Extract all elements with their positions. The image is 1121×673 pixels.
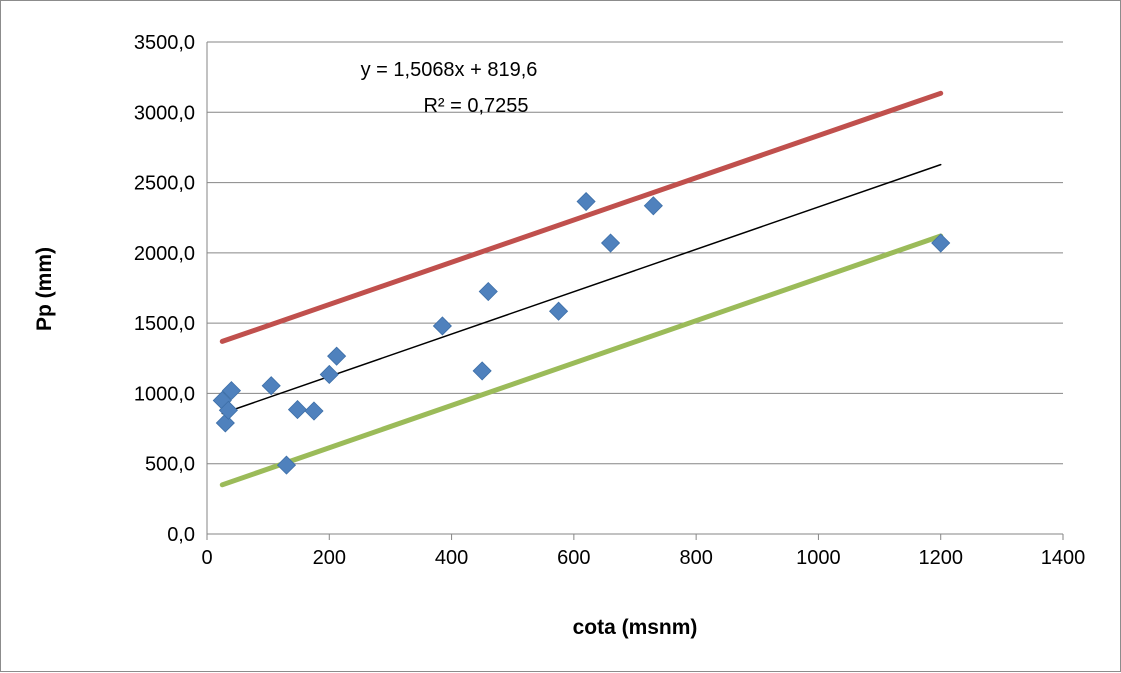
data-point: [576, 191, 596, 212]
data-point: [287, 400, 308, 420]
trendline: [221, 163, 942, 415]
data-point: [304, 401, 324, 421]
y-tick-label: 2500,0: [134, 173, 195, 195]
y-axis-title: Pp (mm): [33, 247, 56, 331]
data-point: [600, 233, 621, 253]
data-point: [215, 413, 235, 433]
gridlines: [207, 41, 1063, 465]
x-tick-label: 1400: [1041, 547, 1086, 569]
x-tick-label: 1000: [796, 547, 841, 569]
trendline-equation: y = 1,5068x + 819,6: [361, 59, 538, 81]
data-markers: [212, 191, 951, 475]
y-tick-label: 1000,0: [134, 383, 195, 405]
y-axis-ticks: 0,0 500,0 1000,0 1500,0 2000,0 2500,0 3000,0 35…: [134, 32, 195, 546]
x-tick-label: 400: [435, 547, 468, 569]
upper-bound-line: [219, 90, 944, 344]
data-point: [478, 281, 498, 302]
data-point: [218, 400, 238, 420]
x-axis-title: cota (msnm): [573, 616, 698, 639]
x-axis-ticks: 0 200 400 600 800 1000 1200 1400: [201, 534, 1085, 569]
y-tick-label: 3500,0: [134, 32, 195, 54]
x-tick-label: 1200: [918, 547, 963, 569]
trend-lines: [219, 90, 944, 488]
x-tick-label: 600: [557, 547, 590, 569]
r-squared-label: R² = 0,7255: [423, 95, 528, 117]
y-tick-label: 1500,0: [134, 313, 195, 335]
x-tick-label: 800: [679, 547, 712, 569]
data-point: [221, 381, 242, 401]
y-tick-label: 3000,0: [134, 102, 195, 124]
data-point: [261, 376, 281, 396]
y-tick-label: 2000,0: [134, 243, 195, 265]
data-point: [931, 233, 951, 253]
y-tick-label: 500,0: [145, 454, 195, 476]
x-tick-label: 0: [201, 547, 212, 569]
data-point: [276, 455, 297, 475]
data-point: [472, 361, 492, 381]
y-tick-label: 0,0: [167, 524, 195, 546]
plot-area-border: [206, 42, 1063, 535]
data-point: [432, 316, 452, 336]
data-point: [643, 196, 663, 216]
data-point: [319, 364, 339, 385]
lower-bound-line: [219, 233, 944, 488]
x-tick-label: 200: [313, 547, 346, 569]
data-point: [327, 346, 347, 366]
data-point: [549, 301, 569, 321]
